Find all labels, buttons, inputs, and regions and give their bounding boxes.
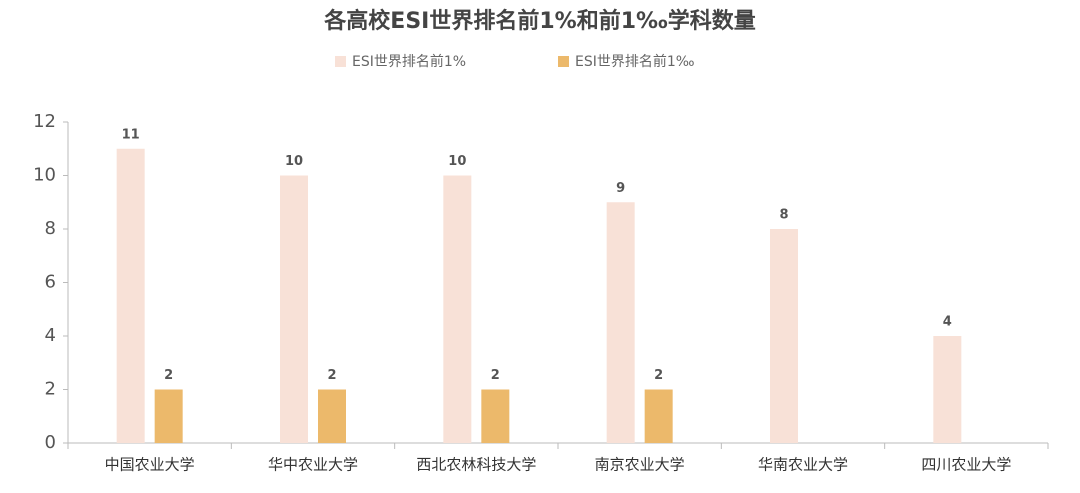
bar: [116, 148, 145, 443]
x-tick-label: 西北农林科技大学: [416, 456, 536, 474]
bar: [770, 229, 798, 443]
y-tick-label: 10: [33, 165, 56, 186]
bar: [933, 336, 962, 443]
bar: [644, 389, 673, 443]
x-tick-label: 华中农业大学: [268, 456, 358, 474]
data-label: 8: [779, 208, 788, 223]
bar: [481, 389, 510, 443]
y-tick-label: 6: [45, 272, 56, 293]
legend-swatch: [558, 56, 569, 67]
bar: [443, 175, 472, 443]
y-tick-label: 12: [33, 111, 56, 132]
data-label: 2: [164, 368, 173, 383]
data-label: 10: [285, 154, 303, 169]
chart-title: 各高校ESI世界排名前1%和前1‰学科数量: [323, 8, 755, 34]
y-tick-label: 8: [45, 218, 56, 239]
x-tick-label: 四川农业大学: [921, 456, 1011, 474]
data-label: 2: [327, 368, 336, 383]
bar: [154, 389, 183, 443]
x-tick-label: 南京农业大学: [595, 456, 685, 474]
data-label: 2: [654, 368, 663, 383]
y-tick-label: 0: [45, 432, 56, 453]
data-label: 4: [943, 315, 952, 330]
data-label: 10: [448, 154, 466, 169]
legend-label: ESI世界排名前1‰: [575, 53, 695, 70]
data-label: 11: [122, 127, 140, 142]
legend-swatch: [335, 56, 346, 67]
bar: [606, 202, 635, 443]
y-tick-label: 2: [45, 379, 56, 400]
x-tick-label: 华南农业大学: [758, 456, 848, 474]
bar: [280, 175, 308, 443]
data-label: 2: [491, 368, 500, 383]
bar: [318, 389, 346, 443]
data-label: 9: [616, 181, 625, 196]
y-tick-label: 4: [45, 325, 56, 346]
legend-label: ESI世界排名前1%: [352, 53, 466, 70]
x-tick-label: 中国农业大学: [105, 456, 195, 474]
